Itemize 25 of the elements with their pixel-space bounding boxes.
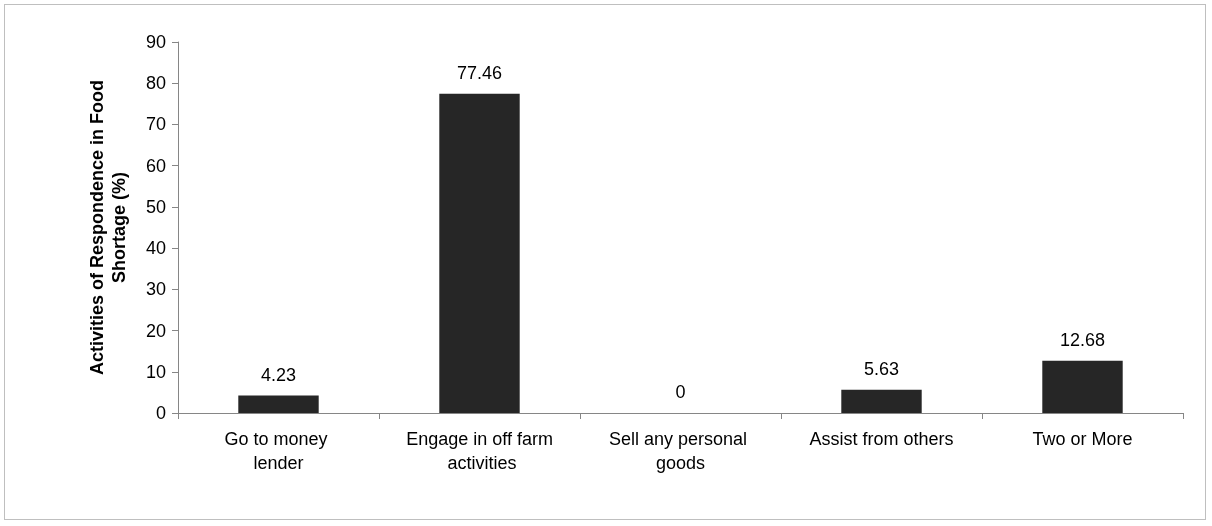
x-tick-label: Engage in off farm activities: [406, 429, 553, 473]
data-label: 77.46: [456, 62, 503, 83]
bar: [238, 395, 319, 413]
data-label: 4.23: [260, 364, 297, 385]
y-tick-label: 20: [145, 320, 166, 341]
y-tick-label: 50: [145, 196, 166, 217]
y-tick-label: 40: [145, 238, 166, 259]
y-tick-label: 30: [145, 279, 166, 300]
x-tick-label: Go to money lender: [224, 429, 333, 473]
x-tick-label: Sell any personal goods: [608, 429, 753, 473]
y-tick-label: 70: [145, 114, 166, 135]
bar: [1042, 360, 1123, 413]
data-label: 5.63: [863, 358, 900, 379]
y-tick-label: 80: [145, 73, 166, 94]
x-tick-label: Two or More: [1032, 429, 1133, 449]
y-tick-label: 0: [155, 403, 166, 423]
y-tick-label: 60: [145, 155, 166, 176]
y-tick-label: 90: [145, 32, 166, 52]
bar: [841, 389, 922, 413]
bar: [439, 93, 520, 413]
data-label: 0: [675, 382, 686, 402]
data-label: 12.68: [1059, 329, 1106, 350]
y-axis-title: Activities of Respondence in Food Shortage (%): [87, 79, 129, 376]
y-tick-label: 10: [145, 361, 166, 382]
x-tick-label: Assist from others: [809, 429, 954, 449]
